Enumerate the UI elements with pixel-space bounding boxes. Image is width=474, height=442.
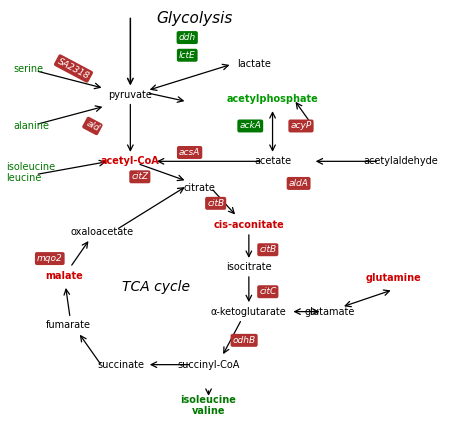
Text: TCA cycle: TCA cycle [122,280,191,294]
Text: cis-aconitate: cis-aconitate [213,221,284,230]
Text: mqo2: mqo2 [37,254,63,263]
Text: succinyl-CoA: succinyl-CoA [177,360,240,370]
Text: acetate: acetate [254,156,291,166]
Text: succinate: succinate [97,360,145,370]
Text: SA2318: SA2318 [56,56,91,81]
Text: lactate: lactate [237,59,271,69]
Text: glutamate: glutamate [304,307,355,316]
Text: acyP: acyP [291,122,311,130]
Text: acetylaldehyde: acetylaldehyde [363,156,438,166]
Text: citB: citB [259,245,276,254]
Text: pyruvate: pyruvate [109,90,152,100]
Text: isoleucine
leucine: isoleucine leucine [6,162,55,183]
Text: citB: citB [207,199,224,208]
Text: alanine: alanine [13,121,49,131]
Text: oxaloacetate: oxaloacetate [70,227,134,237]
Text: lctE: lctE [179,51,196,60]
Text: isocitrate: isocitrate [226,263,272,272]
Text: serine: serine [13,64,44,73]
Text: ddh: ddh [179,33,196,42]
Text: citrate: citrate [183,183,215,193]
Text: citC: citC [259,287,276,296]
Text: fumarate: fumarate [46,320,91,330]
Text: isoleucine
valine: isoleucine valine [181,395,237,416]
Text: aldA: aldA [289,179,309,188]
Text: acetylphosphate: acetylphosphate [227,95,319,104]
Text: odhB: odhB [233,336,255,345]
Text: malate: malate [45,271,83,281]
Text: Glycolysis: Glycolysis [156,11,233,26]
Text: acsA: acsA [179,148,201,157]
Text: ackA: ackA [239,122,261,130]
Text: citZ: citZ [131,172,148,181]
Text: acetyl-CoA: acetyl-CoA [101,156,160,166]
Text: α-ketoglutarate: α-ketoglutarate [211,307,287,316]
Text: glutamine: glutamine [365,274,421,283]
Text: ald: ald [84,119,100,133]
